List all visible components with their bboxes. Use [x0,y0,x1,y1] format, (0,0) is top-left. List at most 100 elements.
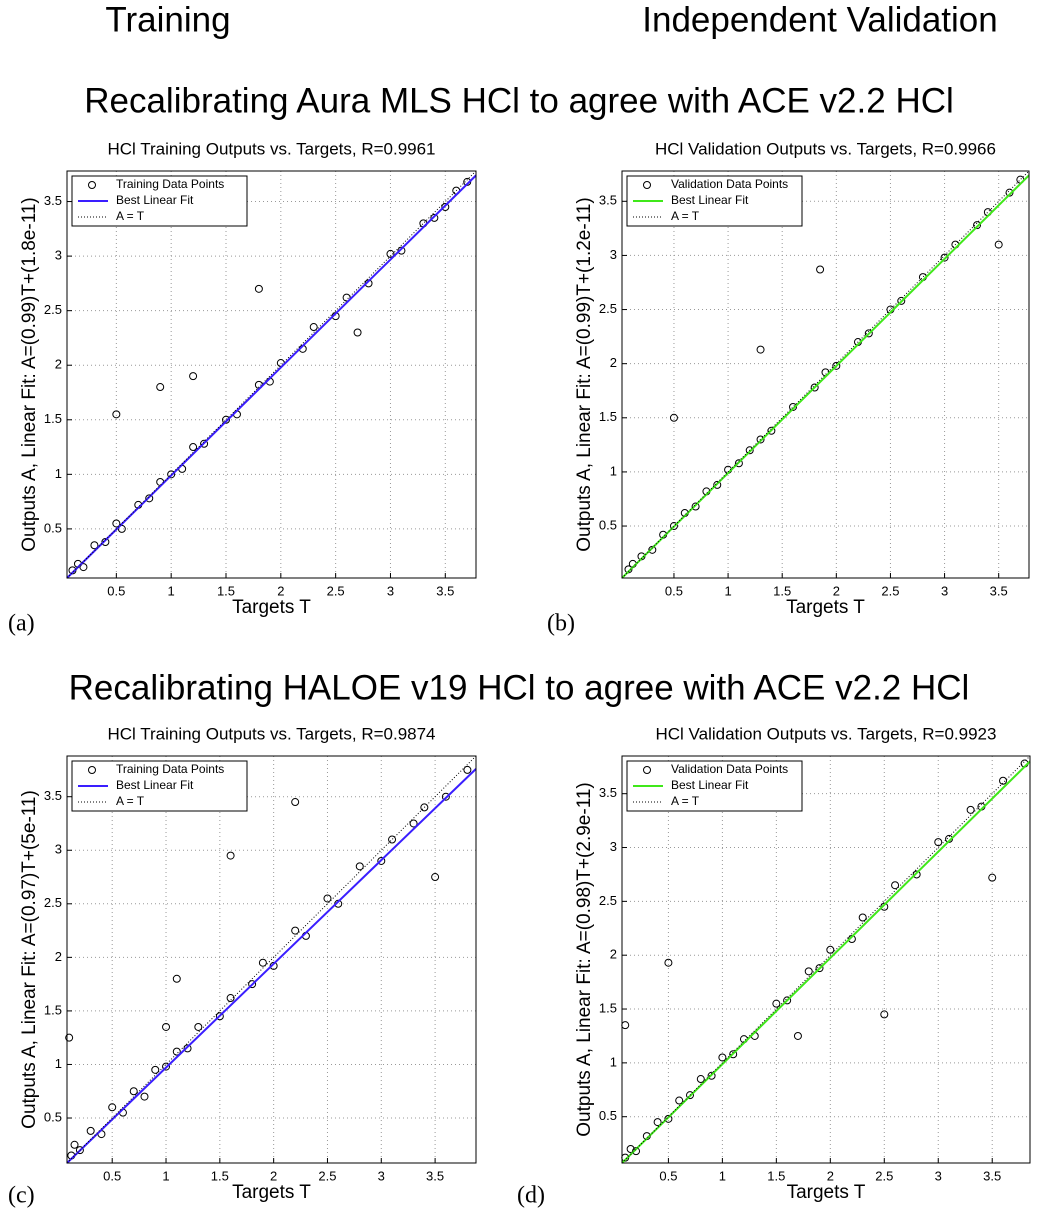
data-point [772,999,781,1008]
data-point [696,1075,705,1084]
data-point [323,894,332,903]
y-tick-label: 3.5 [599,785,617,800]
data-point [994,240,1003,249]
data-point [309,323,318,332]
data-point [75,1146,84,1155]
y-tick-label: 2 [55,949,62,964]
x-tick-label: 3.5 [426,1168,444,1183]
data-point [162,1022,171,1031]
x-tick-label: 3 [387,583,394,598]
data-point [826,945,835,954]
data-point [632,1147,641,1156]
data-point [189,372,198,381]
y-tick-label: 1 [55,466,62,481]
data-point [221,415,230,424]
data-point [172,974,181,983]
column-header: Independent Validation [642,0,998,39]
data-point [767,426,776,435]
fit-line [66,768,477,1164]
data-point [988,873,997,882]
plot-frame [66,755,477,1164]
fit-line [66,174,477,579]
y-tick-label: 0.5 [599,1108,617,1123]
x-tick-label: 1 [724,583,731,598]
y-tick-label: 0.5 [44,1109,62,1124]
legend-marker [88,766,96,774]
data-point [880,1010,889,1019]
data-point [648,545,657,554]
legend-label: Training Data Points [116,177,224,191]
x-tick-label: 2.5 [327,583,345,598]
legend-label: Training Data Points [116,762,224,776]
chart-title: HCl Validation Outputs vs. Targets, R=0.… [656,724,997,743]
x-tick-label: 2 [277,583,284,598]
legend-label: A = T [671,209,700,223]
data-point [431,873,440,882]
data-point [669,522,678,531]
data-point [70,1140,79,1149]
data-point [832,361,841,370]
section-title: Recalibrating Aura MLS HCl to agree with… [84,81,954,120]
data-point [653,1118,662,1127]
x-tick-label: 0.5 [107,583,125,598]
legend-label: A = T [116,794,145,808]
data-point [441,792,450,801]
identity-line [66,755,477,1164]
legend-marker [88,181,96,189]
x-tick-label: 3.5 [983,1168,1001,1183]
x-axis-label: Targets T [232,1182,311,1203]
x-tick-label: 1 [719,1168,726,1183]
y-tick-label: 1 [610,1054,617,1069]
plot-frame [621,755,1031,1164]
y-tick-label: 3.5 [44,788,62,803]
y-axis-label: Outputs A, Linear Fit: A=(0.99)T+(1.2e-1… [574,197,595,552]
data-point [226,851,235,860]
y-tick-label: 3 [610,247,617,262]
data-point [215,1012,224,1021]
data-point [729,1050,738,1059]
data-point [420,803,429,812]
x-tick-label: 2.5 [881,583,899,598]
legend-label: Validation Data Points [671,762,788,776]
y-axis-label: Outputs A, Linear Fit: A=(0.97)T+(5e-11) [19,790,40,1129]
y-tick-label: 1.5 [599,1000,617,1015]
data-point [463,765,472,774]
x-axis-label: Targets T [786,597,865,618]
data-point [86,1126,95,1135]
data-point [707,1071,716,1080]
x-tick-label: 0.5 [659,1168,677,1183]
data-point [815,964,824,973]
data-point [353,328,362,337]
data-point [999,776,1008,785]
data-point [258,958,267,967]
data-point [291,926,300,935]
y-tick-label: 0.5 [44,520,62,535]
x-tick-label: 3 [935,1168,942,1183]
data-point [386,249,395,258]
y-tick-label: 1.5 [599,409,617,424]
x-tick-label: 1 [162,1168,169,1183]
x-tick-label: 3.5 [436,583,454,598]
legend-marker [643,766,651,774]
x-tick-label: 1.5 [217,583,235,598]
data-point [162,1062,171,1071]
x-axis-label: Targets T [232,597,311,618]
panel-label: (c) [8,1183,35,1209]
data-point [793,1031,802,1040]
data-point [783,996,792,1005]
data-point [140,1092,149,1101]
data-point [669,413,678,422]
x-tick-label: 2.5 [875,1168,893,1183]
y-tick-label: 3.5 [44,193,62,208]
data-point [864,329,873,338]
data-point [254,284,263,293]
x-tick-label: 2 [270,1168,277,1183]
data-point [65,1033,74,1042]
data-point [691,502,700,511]
y-tick-label: 1 [55,1056,62,1071]
y-tick-label: 2 [55,357,62,372]
data-point [189,443,198,452]
data-point [183,1044,192,1053]
data-point [713,480,722,489]
data-point [912,870,921,879]
